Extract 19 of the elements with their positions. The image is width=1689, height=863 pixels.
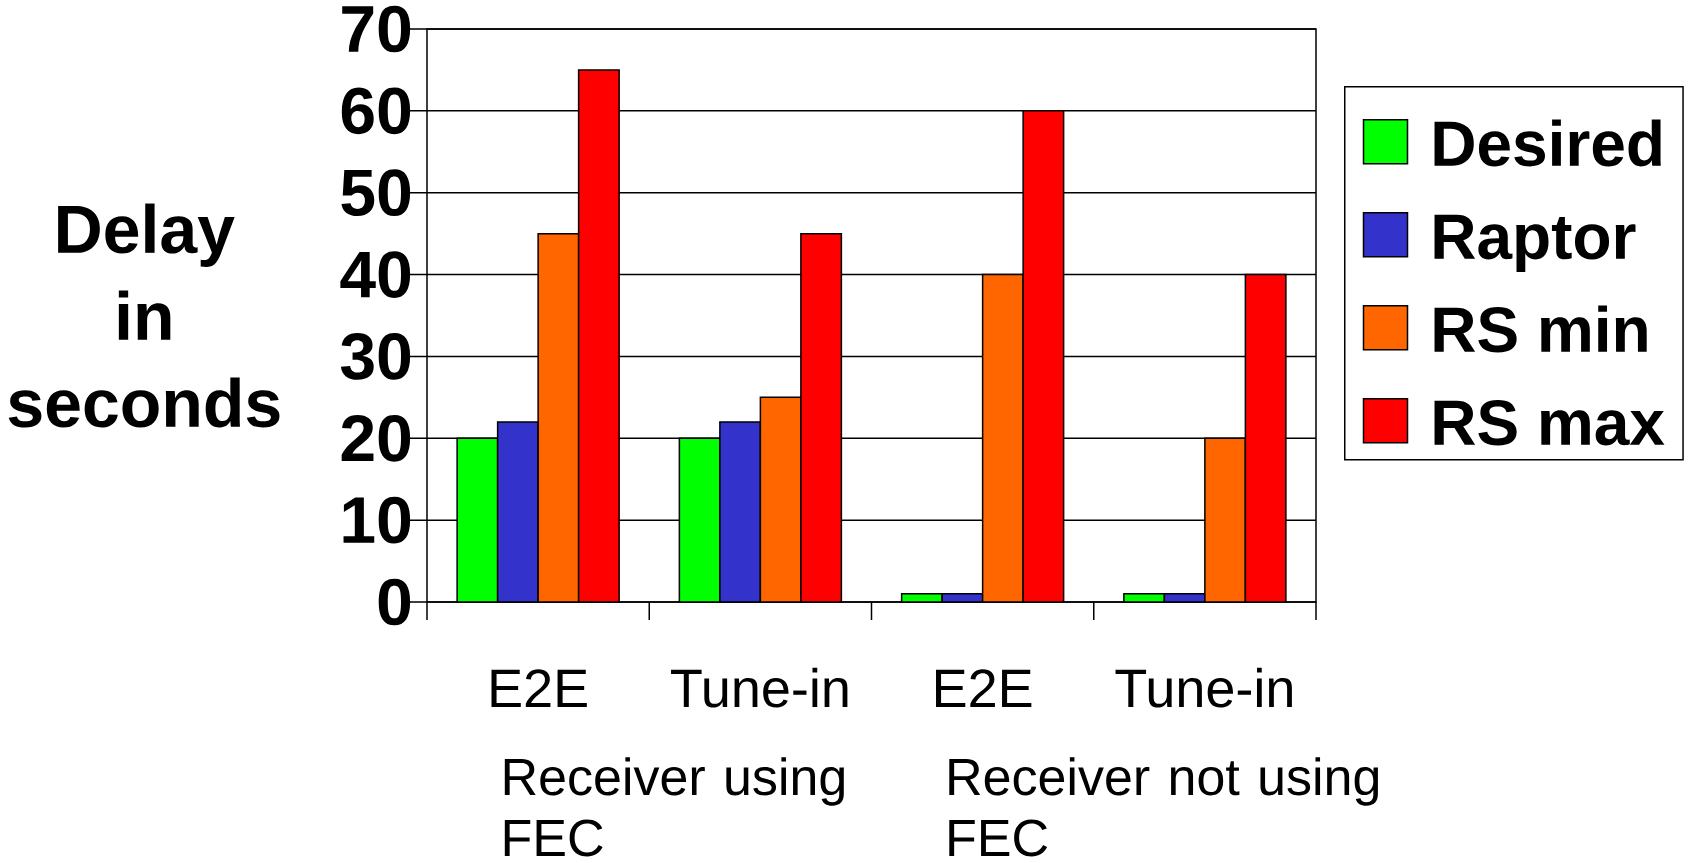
legend-label: Desired — [1434, 119, 1661, 167]
text: Receiver not using FEC — [949, 757, 1379, 857]
y-tick-label: 50 — [341, 169, 411, 217]
y-axis-title: Delay in seconds — [8, 203, 280, 428]
legend-label: RS max — [1434, 400, 1665, 446]
x-tick-label: Tune-in — [671, 667, 848, 708]
x-tick-label: E2E — [491, 669, 587, 707]
y-tick-label: 30 — [340, 333, 411, 380]
y-tick-label: 10 — [343, 496, 411, 544]
y-tick-label: 40 — [340, 251, 411, 298]
text: Receiver using FEC — [504, 757, 844, 857]
legend-label: Raptor — [1434, 214, 1636, 273]
legend-label: RS min — [1434, 305, 1647, 353]
x-tick-label: E2E — [936, 669, 1032, 707]
y-tick-label: 60 — [341, 87, 411, 135]
y-tick-label: 20 — [341, 414, 411, 462]
y-tick-label: 70 — [342, 5, 411, 53]
x-tick-label: Tune-in — [1115, 667, 1292, 708]
y-tick-label: 0 — [378, 578, 411, 626]
